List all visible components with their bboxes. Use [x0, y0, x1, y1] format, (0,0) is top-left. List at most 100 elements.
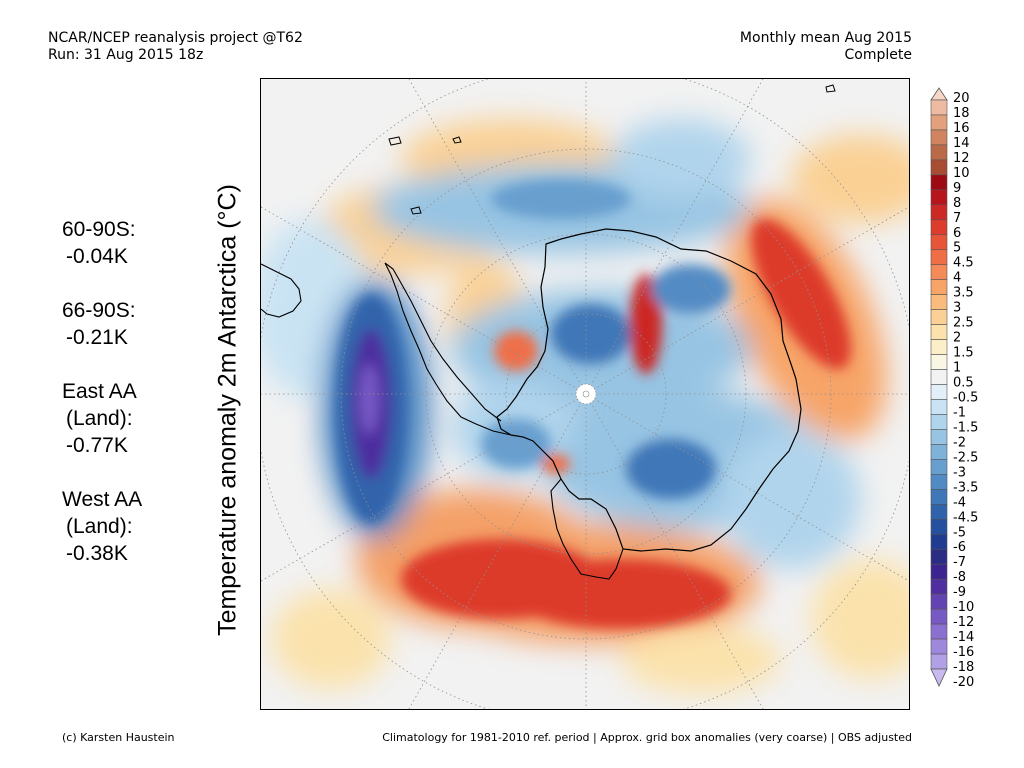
- colorbar-tick-label: -4: [953, 495, 966, 510]
- colorbar-tick-label: -7: [953, 555, 966, 570]
- colorbar-swatch: [930, 249, 948, 266]
- colorbar-tick-label: -0.5: [953, 390, 978, 405]
- colorbar-tick-label: 1: [953, 361, 961, 376]
- stat-sublabel: (Land):: [66, 515, 133, 538]
- colorbar-swatch: [930, 623, 948, 640]
- colorbar-tick-label: 1.5: [953, 346, 974, 361]
- colorbar-tick-label: -3: [953, 465, 966, 480]
- stat-west-aa: West AA (Land): -0.38K: [62, 486, 142, 567]
- map-canvas: [261, 79, 909, 709]
- colorbar-swatch: [930, 399, 948, 415]
- colorbar-swatch: [930, 593, 948, 610]
- stat-66-90s: 66-90S: -0.21K: [62, 297, 142, 351]
- colorbar-tick-label: -12: [953, 615, 974, 630]
- colorbar-tick-label: -2.5: [953, 450, 978, 465]
- colorbar-tick-label: 0.5: [953, 376, 974, 391]
- header-left: NCAR/NCEP reanalysis project @T62 Run: 3…: [48, 30, 303, 64]
- colorbar-swatch: [930, 339, 948, 355]
- colorbar-swatch: [930, 354, 948, 370]
- footer-credit: (c) Karsten Haustein: [62, 731, 175, 744]
- vertical-axis-label: Temperature anomaly 2m Antarctica (°C): [213, 184, 242, 636]
- colorbar-swatch: [930, 563, 948, 580]
- colorbar-swatch: [930, 384, 948, 400]
- colorbar-swatch: [930, 474, 948, 490]
- south-pole-marker: [575, 383, 597, 405]
- colorbar-tick-label: -6: [953, 540, 966, 555]
- colorbar-swatch: [930, 309, 948, 325]
- stat-label: 60-90S:: [62, 218, 136, 241]
- peninsula-coastline: [384, 262, 512, 436]
- colorbar-tick-label: 3.5: [953, 286, 974, 301]
- region-stats: 60-90S: -0.04K 66-90S: -0.21K East AA (L…: [62, 216, 142, 594]
- colorbar-tick-label: 4: [953, 271, 961, 286]
- colorbar-tick-label: 18: [953, 106, 970, 121]
- colorbar-tick-label: 14: [953, 136, 970, 151]
- colorbar-tick-label: 2: [953, 331, 961, 346]
- colorbar-top-arrow: [930, 87, 948, 101]
- colorbar-swatch: [930, 114, 948, 131]
- colorbar-swatch: [930, 548, 948, 565]
- colorbar-tick-label: -8: [953, 570, 966, 585]
- colorbar-swatch: [930, 459, 948, 475]
- stat-label: East AA: [62, 380, 137, 403]
- colorbar-tick-label: -18: [953, 660, 974, 675]
- colorbar-tick-label: 8: [953, 196, 961, 211]
- colorbar-swatch: [930, 489, 948, 505]
- colorbar-tick-label: 4.5: [953, 256, 974, 271]
- stat-value: -0.38K: [66, 542, 128, 565]
- colorbar-svg: 201816141210987654.543.532.521.510.5-0.5…: [930, 87, 978, 690]
- colorbar-swatch: [930, 414, 948, 430]
- colorbar-tick-label: 12: [953, 151, 970, 166]
- colorbar-swatch: [930, 444, 948, 460]
- islands: [388, 84, 836, 215]
- colorbar-tick-label: -1: [953, 405, 966, 420]
- colorbar-swatch: [930, 144, 948, 161]
- colorbar-tick-label: -5: [953, 525, 966, 540]
- colorbar-tick-label: 2.5: [953, 316, 974, 331]
- colorbar-tick-label: -4.5: [953, 510, 978, 525]
- colorbar-tick-label: -9: [953, 585, 966, 600]
- colorbar-swatch: [930, 294, 948, 310]
- colorbar-swatch: [930, 429, 948, 445]
- colorbar-swatch: [930, 99, 948, 116]
- graticule: [261, 79, 909, 709]
- colorbar-swatch: [930, 279, 948, 295]
- colorbar-tick-label: -14: [953, 630, 974, 645]
- colorbar-tick-label: 10: [953, 166, 970, 181]
- colorbar-bottom-arrow: [930, 668, 948, 687]
- colorbar-tick-label: -3.5: [953, 480, 978, 495]
- colorbar-tick-label: 6: [953, 226, 961, 241]
- colorbar-tick-label: -20: [953, 675, 974, 690]
- colorbar-tick-label: 9: [953, 181, 961, 196]
- colorbar-tick-label: 5: [953, 241, 961, 256]
- colorbar-swatch: [930, 578, 948, 595]
- colorbar-tick-label: 20: [953, 91, 970, 106]
- stat-label: 66-90S:: [62, 299, 136, 322]
- run-time: Run: 31 Aug 2015 18z: [48, 47, 204, 63]
- colorbar-tick-label: -2: [953, 435, 966, 450]
- completeness-status: Complete: [844, 47, 912, 63]
- colorbar-swatch: [930, 369, 948, 385]
- colorbar-swatch: [930, 653, 948, 670]
- colorbar-swatch: [930, 174, 948, 191]
- colorbar-swatch: [930, 189, 948, 206]
- colorbar-tick-label: -10: [953, 600, 974, 615]
- model-title: NCAR/NCEP reanalysis project @T62: [48, 30, 303, 46]
- colorbar-swatch: [930, 234, 948, 251]
- colorbar-swatch: [930, 324, 948, 340]
- colorbar-tick-label: 3: [953, 301, 961, 316]
- colorbar-tick-label: 7: [953, 211, 961, 226]
- stat-value: -0.04K: [66, 245, 128, 268]
- stat-east-aa: East AA (Land): -0.77K: [62, 378, 142, 459]
- antarctica-anomaly-map: [260, 78, 910, 710]
- anomaly-cores: [335, 179, 851, 629]
- colorbar-tick-label: -1.5: [953, 420, 978, 435]
- colorbar-swatch: [930, 638, 948, 655]
- stat-label: West AA: [62, 488, 143, 511]
- period-title: Monthly mean Aug 2015: [739, 30, 912, 46]
- footer-note: Climatology for 1981-2010 ref. period | …: [382, 731, 912, 744]
- colorbar-swatch: [930, 518, 948, 535]
- colorbar-swatch: [930, 219, 948, 236]
- stat-sublabel: (Land):: [66, 407, 133, 430]
- stat-value: -0.21K: [66, 326, 128, 349]
